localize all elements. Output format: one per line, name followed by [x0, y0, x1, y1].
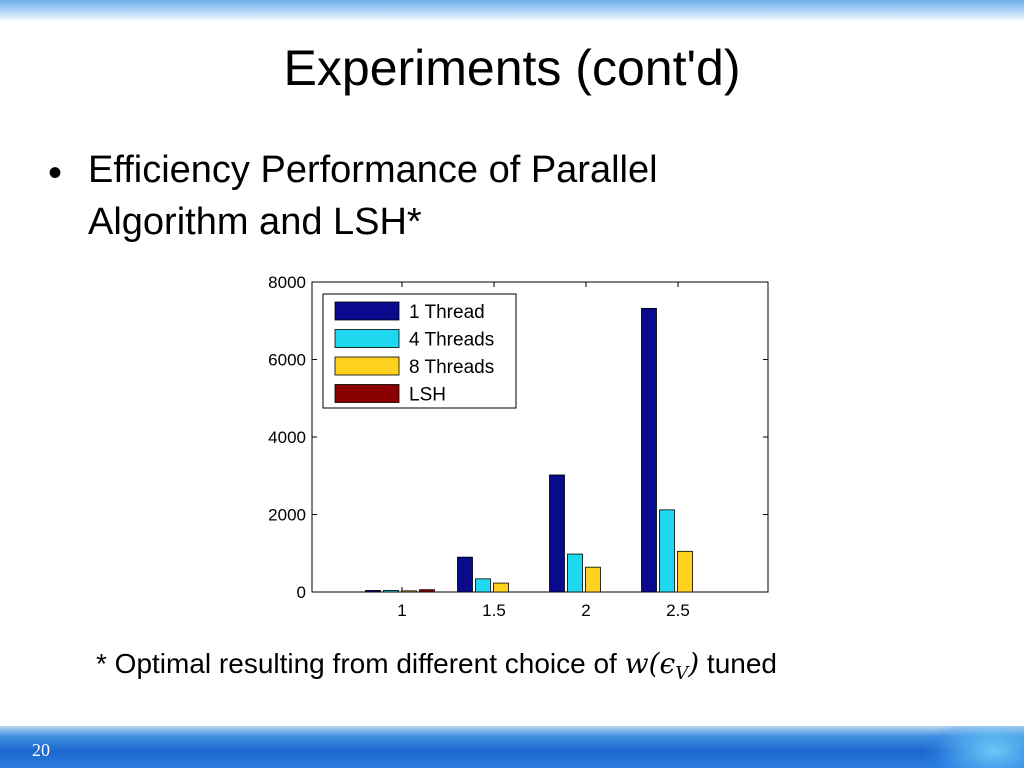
bullet-line-1: Efficiency Performance of Parallel — [88, 149, 658, 191]
bar-1-thread-2 — [549, 474, 565, 593]
footnote-sub: V — [675, 663, 689, 684]
legend-label-lsh: LSH — [409, 385, 446, 406]
x-tick-label-0: 1 — [397, 601, 406, 620]
bullet-line-2: Algorithm and LSH* — [88, 201, 422, 243]
bar-4-threads-1_5 — [475, 578, 491, 593]
slide-title: Experiments (cont'd) — [283, 40, 741, 96]
bar-8-threads-2_5 — [677, 550, 693, 593]
y-tick-label-4: 8000 — [268, 273, 306, 292]
legend-label-1-thread: 1 Thread — [409, 302, 485, 323]
legend-swatch-1-thread — [334, 301, 400, 321]
footnote-eps: ϵ — [659, 647, 676, 680]
bullet-text: Efficiency Performance of Parallel Algor… — [88, 144, 808, 248]
top-gradient-band — [0, 0, 1024, 22]
legend-label-4-threads: 4 Threads — [409, 330, 494, 351]
footnote-w: w — [624, 647, 649, 680]
bar-lsh-1 — [419, 589, 435, 593]
footnote-suffix: tuned — [699, 648, 777, 679]
bar-1-thread-2_5 — [641, 307, 657, 593]
bottom-gradient-band — [0, 726, 1024, 768]
bar-4-threads-2_5 — [659, 509, 675, 593]
x-tick-label-1: 1.5 — [482, 601, 506, 620]
bar-1-thread-1_5 — [457, 556, 473, 593]
y-tick-label-2: 4000 — [268, 428, 306, 447]
bar-1-thread-1 — [365, 590, 381, 593]
legend-label-8-threads: 8 Threads — [409, 357, 494, 378]
footnote: * Optimal resulting from different choic… — [96, 642, 777, 696]
bar-8-threads-2 — [585, 566, 601, 593]
y-tick-label-0: 0 — [297, 583, 306, 602]
bottom-glow-decoration — [924, 726, 1024, 768]
x-tick-label-2: 2 — [581, 601, 590, 620]
bar-4-threads-1 — [383, 590, 399, 593]
bar-8-threads-1 — [401, 590, 417, 593]
footnote-open: ( — [648, 647, 660, 680]
footnote-prefix: * Optimal resulting from different choic… — [96, 648, 625, 679]
y-tick-label-3: 6000 — [268, 351, 306, 370]
footnote-close: ) — [688, 647, 700, 680]
legend-swatch-4-threads — [334, 329, 400, 348]
y-tick-label-1: 2000 — [268, 506, 306, 525]
legend-swatch-lsh — [334, 384, 400, 403]
bar-4-threads-2 — [567, 553, 583, 593]
footnote-math: w(ϵV) — [624, 647, 700, 684]
x-tick-label-3: 2.5 — [666, 601, 690, 620]
page-number: 20 — [32, 740, 50, 760]
bullet-marker: • — [48, 151, 63, 195]
bar-8-threads-1_5 — [493, 582, 509, 593]
legend-swatch-8-threads — [334, 356, 400, 376]
